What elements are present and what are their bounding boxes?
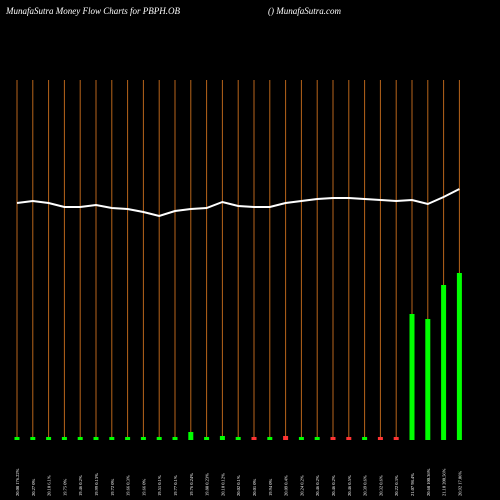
bar [425,319,431,440]
bar [219,436,225,440]
bar [283,436,289,440]
x-tick-label: 20.10 6.1% [47,475,52,496]
money-flow-line [16,188,460,218]
bar [14,437,20,440]
bar [441,285,447,440]
bar [125,437,131,440]
x-tick-label: 20.27 0% [31,479,36,497]
x-tick-label: 20.09 0.4% [284,475,289,496]
bar [393,437,399,440]
bar [156,437,162,440]
x-tick-label: 20.46 0.2% [315,475,320,496]
x-tick-label: 19.66 0% [141,479,146,497]
bar [109,437,115,440]
x-tick-label: 20.02 0.1% [236,475,241,496]
x-tick-label: 20.46 0.2% [331,475,336,496]
x-tick-label: 20.68 100.36% [426,468,431,496]
x-tick-label: 19.94 0% [268,479,273,497]
chart-subtitle: () MunafaSutra.com [268,6,341,16]
x-tick-label: 19.77 0.1% [173,475,178,496]
bar [30,437,36,440]
bar [456,273,462,440]
x-tick-label: 21.10 200.56% [442,468,447,496]
bar [235,437,241,440]
bar [140,437,146,440]
bar [314,437,320,440]
x-tick-label: 19.51 0.1% [157,475,162,496]
bar [77,437,83,440]
bar [267,437,273,440]
x-tick-label: 21.07 98.4% [410,473,415,496]
x-tick-label: 19.66 0.3% [126,475,131,496]
bar [362,437,368,440]
bar [377,437,383,440]
bar [172,437,178,440]
bar [93,437,99,440]
x-tick-label: 19.46 0.2% [78,475,83,496]
x-tick-label: 19.99 0.13% [94,473,99,496]
bar [298,437,304,440]
x-tick-label: 19.75 0% [62,479,67,497]
bar [204,437,210,440]
bar [61,437,67,440]
x-tick-label: 19.76 0.24% [189,473,194,496]
x-tick-label: 19.88 0.23% [205,473,210,496]
x-tick-label: 20.92 17.06% [457,471,462,496]
bar [46,437,52,440]
bar [346,437,352,440]
x-tick-label: 20.22 0.3% [394,475,399,496]
x-tick-label: 20.39 0.6% [363,475,368,496]
x-tick-label: 20.46 0.5% [347,475,352,496]
bar [251,437,257,440]
x-tick-label: 20.24 0.2% [299,475,304,496]
x-tick-label: 20.32 0.6% [378,475,383,496]
bar [330,437,336,440]
x-tick-label: 20.10 0.12% [220,473,225,496]
bar [409,314,415,440]
x-tick-label: 20.01 0% [252,479,257,497]
chart-title: MunafaSutra Money Flow Charts for PBPH.O… [5,6,180,16]
bar [188,432,194,440]
x-tick-label: 20.08 176.22% [15,468,20,496]
x-tick-label: 19.72 0% [110,479,115,497]
